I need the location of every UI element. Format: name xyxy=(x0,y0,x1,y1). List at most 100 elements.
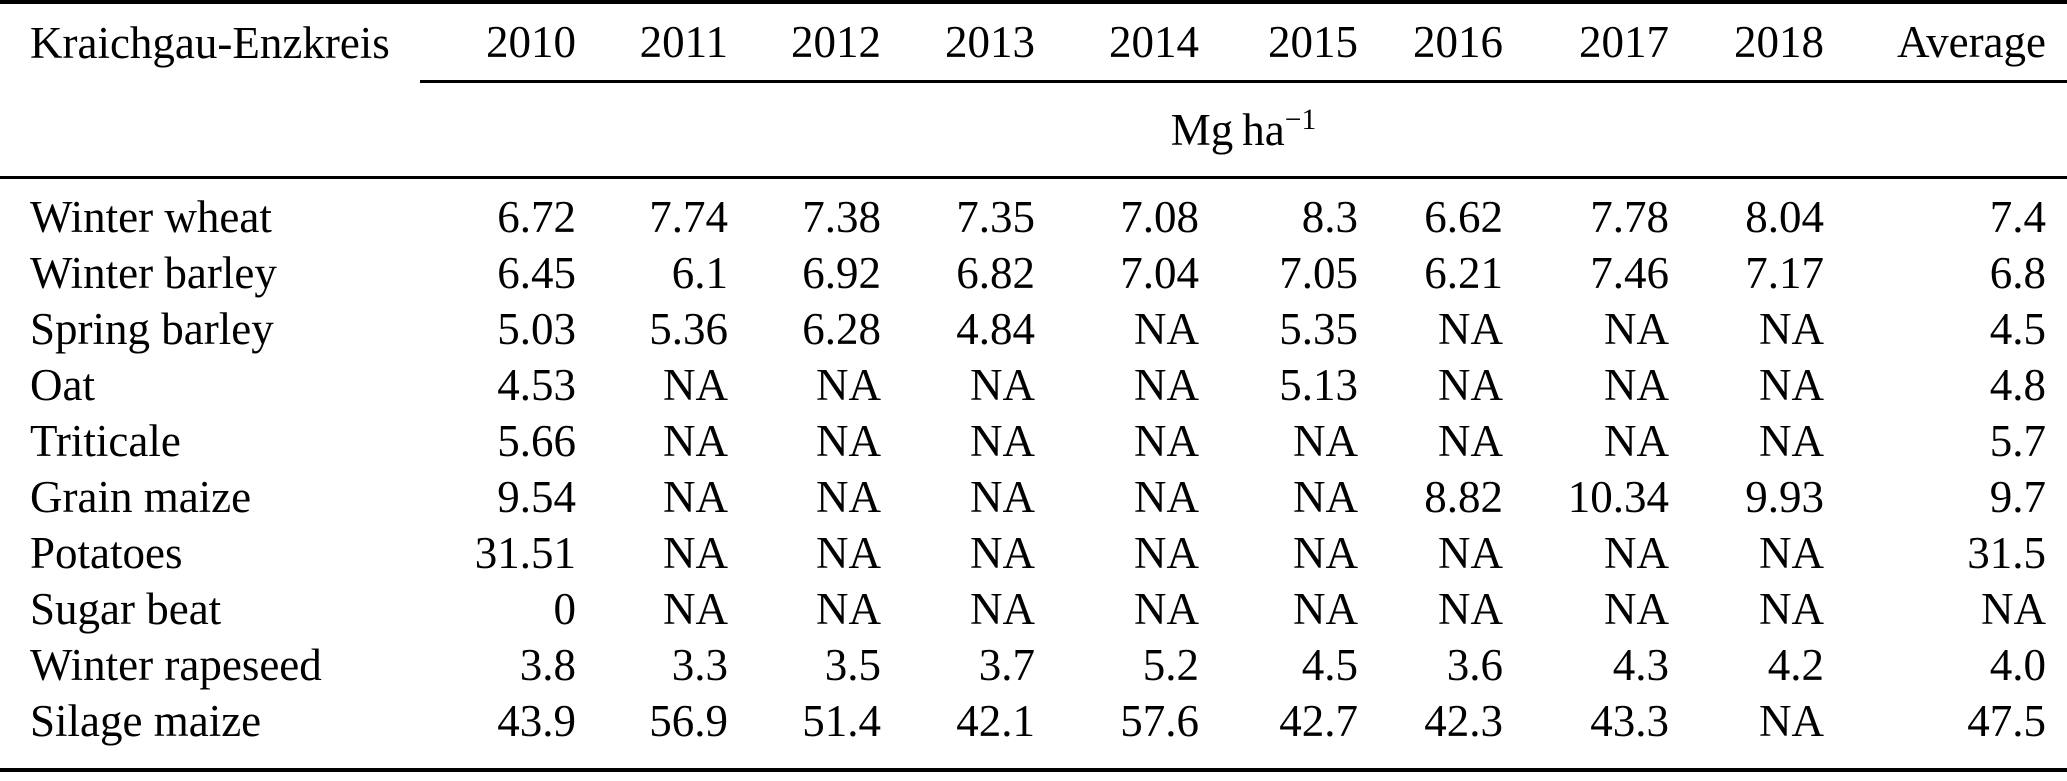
value-cell: 4.5 xyxy=(1301,640,1358,690)
average-value-cell: 31.5 xyxy=(1967,528,2046,578)
table-body: Winter wheat 6.72 7.74 7.38 7.35 7.08 8.3 6.62 7… xyxy=(0,178,2067,750)
crop-label: Winter rapeseed xyxy=(30,640,322,690)
value-cell: 7.17 xyxy=(1745,248,1824,298)
bottom-spacer-cell xyxy=(0,749,2067,770)
value-cell: 8.3 xyxy=(1301,192,1358,242)
value-cell: 7.04 xyxy=(1120,248,1199,298)
year-header-2016: 2016 xyxy=(1358,2,1503,83)
year-header-2018: 2018 xyxy=(1669,2,1824,83)
value-cell: 6.92 xyxy=(802,248,881,298)
value-cell: NA xyxy=(970,472,1035,522)
value-cell: 7.08 xyxy=(1120,192,1199,242)
value-cell: 57.6 xyxy=(1120,696,1199,746)
value-cell: 7.78 xyxy=(1590,192,1669,242)
year-header-2011: 2011 xyxy=(576,2,728,83)
value-cell: 5.66 xyxy=(497,416,576,466)
value-cell: 0 xyxy=(553,584,577,634)
value-cell: 6.82 xyxy=(956,248,1035,298)
value-cell: NA xyxy=(663,360,728,410)
value-cell: NA xyxy=(816,528,881,578)
value-cell: NA xyxy=(1438,304,1503,354)
table-row: Winter rapeseed 3.8 3.3 3.5 3.7 5.2 4.5 3.6 4.3 4… xyxy=(0,637,2067,693)
table-row: Oat 4.53 NA NA NA NA 5.13 NA NA NA 4.8 xyxy=(0,357,2067,413)
value-cell: 8.82 xyxy=(1424,472,1503,522)
unit-label: Mg ha−1 xyxy=(420,81,2067,179)
value-cell: 43.9 xyxy=(497,696,576,746)
value-cell: NA xyxy=(1438,528,1503,578)
crop-label: Winter barley xyxy=(30,248,277,298)
value-cell: NA xyxy=(816,360,881,410)
value-cell: NA xyxy=(970,416,1035,466)
value-cell: NA xyxy=(1438,416,1503,466)
value-cell: 3.3 xyxy=(671,640,728,690)
value-cell: 4.3 xyxy=(1612,640,1669,690)
value-cell: NA xyxy=(1134,584,1199,634)
value-cell: 6.1 xyxy=(671,248,728,298)
value-cell: 5.36 xyxy=(649,304,728,354)
average-value-cell: 4.8 xyxy=(1989,360,2046,410)
average-value-cell: 6.8 xyxy=(1989,248,2046,298)
value-cell: 7.46 xyxy=(1590,248,1669,298)
value-cell: NA xyxy=(1134,528,1199,578)
average-header: Average xyxy=(1824,2,2067,83)
value-cell: 5.13 xyxy=(1279,360,1358,410)
value-cell: 7.05 xyxy=(1279,248,1358,298)
value-cell: NA xyxy=(1759,528,1824,578)
value-cell: NA xyxy=(1134,472,1199,522)
value-cell: 3.7 xyxy=(978,640,1035,690)
value-cell: 6.28 xyxy=(802,304,881,354)
value-cell: NA xyxy=(1134,416,1199,466)
average-value-cell: 5.7 xyxy=(1989,416,2046,466)
value-cell: 42.7 xyxy=(1279,696,1358,746)
crop-label: Silage maize xyxy=(30,696,262,746)
average-value-cell: 4.5 xyxy=(1989,304,2046,354)
value-cell: NA xyxy=(1759,696,1824,746)
value-cell: 4.84 xyxy=(956,304,1035,354)
value-cell: 51.4 xyxy=(802,696,881,746)
table-row: Winter barley 6.45 6.1 6.92 6.82 7.04 7.05 6.21… xyxy=(0,245,2067,301)
table-row: Winter wheat 6.72 7.74 7.38 7.35 7.08 8.3 6.62 7… xyxy=(0,178,2067,246)
value-cell: NA xyxy=(1293,584,1358,634)
value-cell: NA xyxy=(1604,304,1669,354)
value-cell: NA xyxy=(1604,528,1669,578)
value-cell: NA xyxy=(1604,360,1669,410)
value-cell: NA xyxy=(1438,360,1503,410)
value-cell: 5.03 xyxy=(497,304,576,354)
table-row: Spring barley 5.03 5.36 6.28 4.84 NA 5.35 NA NA N… xyxy=(0,301,2067,357)
value-cell: 56.9 xyxy=(649,696,728,746)
crop-label: Potatoes xyxy=(30,528,183,578)
crop-label: Triticale xyxy=(30,416,181,466)
crop-label: Grain maize xyxy=(30,472,252,522)
value-cell: NA xyxy=(970,360,1035,410)
value-cell: NA xyxy=(816,472,881,522)
value-cell: 3.6 xyxy=(1446,640,1503,690)
value-cell: NA xyxy=(663,528,728,578)
value-cell: 6.72 xyxy=(497,192,576,242)
value-cell: 4.53 xyxy=(497,360,576,410)
value-cell: NA xyxy=(1759,416,1824,466)
unit-base: Mg ha xyxy=(1170,104,1285,155)
value-cell: NA xyxy=(1759,584,1824,634)
value-cell: NA xyxy=(1134,360,1199,410)
value-cell: 7.74 xyxy=(649,192,728,242)
value-cell: NA xyxy=(1759,304,1824,354)
value-cell: 9.93 xyxy=(1745,472,1824,522)
value-cell: NA xyxy=(1604,584,1669,634)
value-cell: NA xyxy=(1134,304,1199,354)
value-cell: NA xyxy=(1604,416,1669,466)
value-cell: 8.04 xyxy=(1745,192,1824,242)
value-cell: NA xyxy=(663,416,728,466)
value-cell: NA xyxy=(1759,360,1824,410)
value-cell: NA xyxy=(663,472,728,522)
value-cell: 9.54 xyxy=(497,472,576,522)
value-cell: NA xyxy=(970,584,1035,634)
value-cell: 42.1 xyxy=(956,696,1035,746)
bottom-spacer-row xyxy=(0,749,2067,770)
unit-row-spacer xyxy=(0,81,420,179)
value-cell: NA xyxy=(1293,472,1358,522)
value-cell: NA xyxy=(1293,416,1358,466)
average-value-cell: 7.4 xyxy=(1989,192,2046,242)
value-cell: 6.62 xyxy=(1424,192,1503,242)
